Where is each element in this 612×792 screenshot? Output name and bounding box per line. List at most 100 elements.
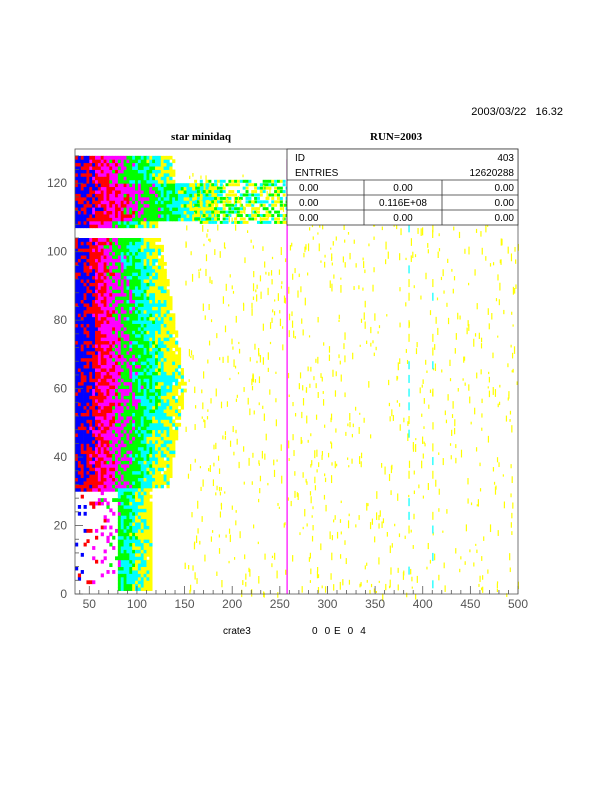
heatmap-cell xyxy=(146,409,150,413)
heatmap-cell xyxy=(103,155,107,160)
heatmap-cell xyxy=(135,258,139,263)
heatmap-cell xyxy=(106,316,110,321)
heatmap-cell xyxy=(426,566,428,570)
heatmap-cell xyxy=(397,584,399,591)
heatmap-cell xyxy=(120,392,124,396)
heatmap-cell xyxy=(120,176,124,181)
heatmap-cell xyxy=(163,402,167,407)
heatmap-cell xyxy=(92,289,96,294)
heatmap-cell xyxy=(120,371,124,376)
heatmap-cell xyxy=(137,200,142,205)
heatmap-cell xyxy=(92,255,96,259)
heatmap-cell xyxy=(135,193,139,198)
heatmap-cell xyxy=(135,501,139,506)
heatmap-cell xyxy=(100,474,104,479)
heatmap-cell xyxy=(75,344,79,348)
heatmap-cell xyxy=(149,402,153,407)
heatmap-cell xyxy=(143,296,147,301)
heatmap-cell xyxy=(83,347,87,352)
heatmap-cell xyxy=(146,457,150,461)
heatmap-cell xyxy=(123,265,127,270)
heatmap-cell xyxy=(126,518,130,523)
heatmap-cell xyxy=(256,360,258,364)
heatmap-cell xyxy=(97,279,102,283)
heatmap-cell xyxy=(140,244,144,249)
heatmap-cell xyxy=(169,313,173,318)
heatmap-cell xyxy=(132,279,136,283)
heatmap-cell xyxy=(143,333,147,338)
heatmap-cell xyxy=(248,179,252,183)
heatmap-cell xyxy=(120,179,124,184)
heatmap-cell xyxy=(210,319,213,323)
heatmap-cell xyxy=(75,467,79,472)
heatmap-cell xyxy=(106,323,110,328)
heatmap-cell xyxy=(208,190,212,194)
heatmap-cell xyxy=(243,446,245,452)
heatmap-cell xyxy=(123,583,127,588)
heatmap-cell xyxy=(152,244,156,249)
heatmap-cell xyxy=(135,275,139,280)
heatmap-cell xyxy=(83,316,87,321)
heatmap-cell xyxy=(117,491,122,496)
heatmap-cell xyxy=(149,285,153,290)
heatmap-cell xyxy=(135,511,139,516)
heatmap-cell xyxy=(146,487,150,492)
heatmap-cell xyxy=(137,439,142,444)
heatmap-cell xyxy=(106,330,110,335)
heatmap-cell xyxy=(155,337,159,342)
heatmap-cell xyxy=(302,472,304,478)
heatmap-cell xyxy=(112,258,116,263)
heatmap-cell xyxy=(89,474,93,479)
heatmap-cell xyxy=(112,292,116,297)
heatmap-cell xyxy=(83,299,87,304)
heatmap-cell xyxy=(106,176,110,181)
heatmap-cell xyxy=(160,419,164,424)
heatmap-cell xyxy=(115,374,119,379)
heatmap-cell xyxy=(310,433,312,437)
heatmap-cell xyxy=(166,320,170,324)
heatmap-cell xyxy=(294,268,296,274)
heatmap-cell xyxy=(149,296,153,301)
heatmap-cell xyxy=(77,323,82,328)
heatmap-cell xyxy=(140,505,144,509)
heatmap-cell xyxy=(160,196,164,201)
heatmap-cell xyxy=(157,330,162,335)
heatmap-cell xyxy=(120,261,124,266)
heatmap-cell xyxy=(149,446,153,451)
heatmap-cell xyxy=(86,190,90,194)
heatmap-cell xyxy=(155,285,159,290)
heatmap-cell xyxy=(86,416,90,420)
heatmap-cell xyxy=(77,426,82,431)
heatmap-cell xyxy=(140,559,144,564)
heatmap-cell xyxy=(129,467,133,472)
heatmap-cell xyxy=(103,385,107,390)
heatmap-cell xyxy=(140,539,144,544)
heatmap-cell xyxy=(169,402,173,407)
heatmap-cell xyxy=(83,275,87,280)
heatmap-cell xyxy=(112,412,116,417)
heatmap-cell xyxy=(146,405,150,410)
heatmap-cell xyxy=(117,576,122,581)
heatmap-cell xyxy=(450,455,452,460)
heatmap-cell xyxy=(140,166,144,170)
heatmap-cell xyxy=(95,296,99,301)
heatmap-cell xyxy=(120,292,124,297)
heatmap-cell xyxy=(163,169,167,174)
heatmap-cell xyxy=(86,337,90,342)
heatmap-cell xyxy=(229,274,231,278)
heatmap-cell xyxy=(194,179,198,183)
heatmap-cell xyxy=(129,265,133,270)
heatmap-cell xyxy=(126,299,130,304)
heatmap-cell xyxy=(149,433,153,437)
heatmap-cell xyxy=(140,337,144,342)
heatmap-cell xyxy=(115,422,119,427)
heatmap-cell xyxy=(112,282,116,287)
heatmap-cell xyxy=(123,371,127,376)
heatmap-cell xyxy=(149,409,153,413)
heatmap-cell xyxy=(155,238,159,242)
heatmap-cell xyxy=(92,381,96,386)
heatmap-cell xyxy=(77,200,82,205)
heatmap-cell xyxy=(123,518,127,523)
heatmap-cell xyxy=(123,433,127,437)
heatmap-cell xyxy=(143,505,147,509)
